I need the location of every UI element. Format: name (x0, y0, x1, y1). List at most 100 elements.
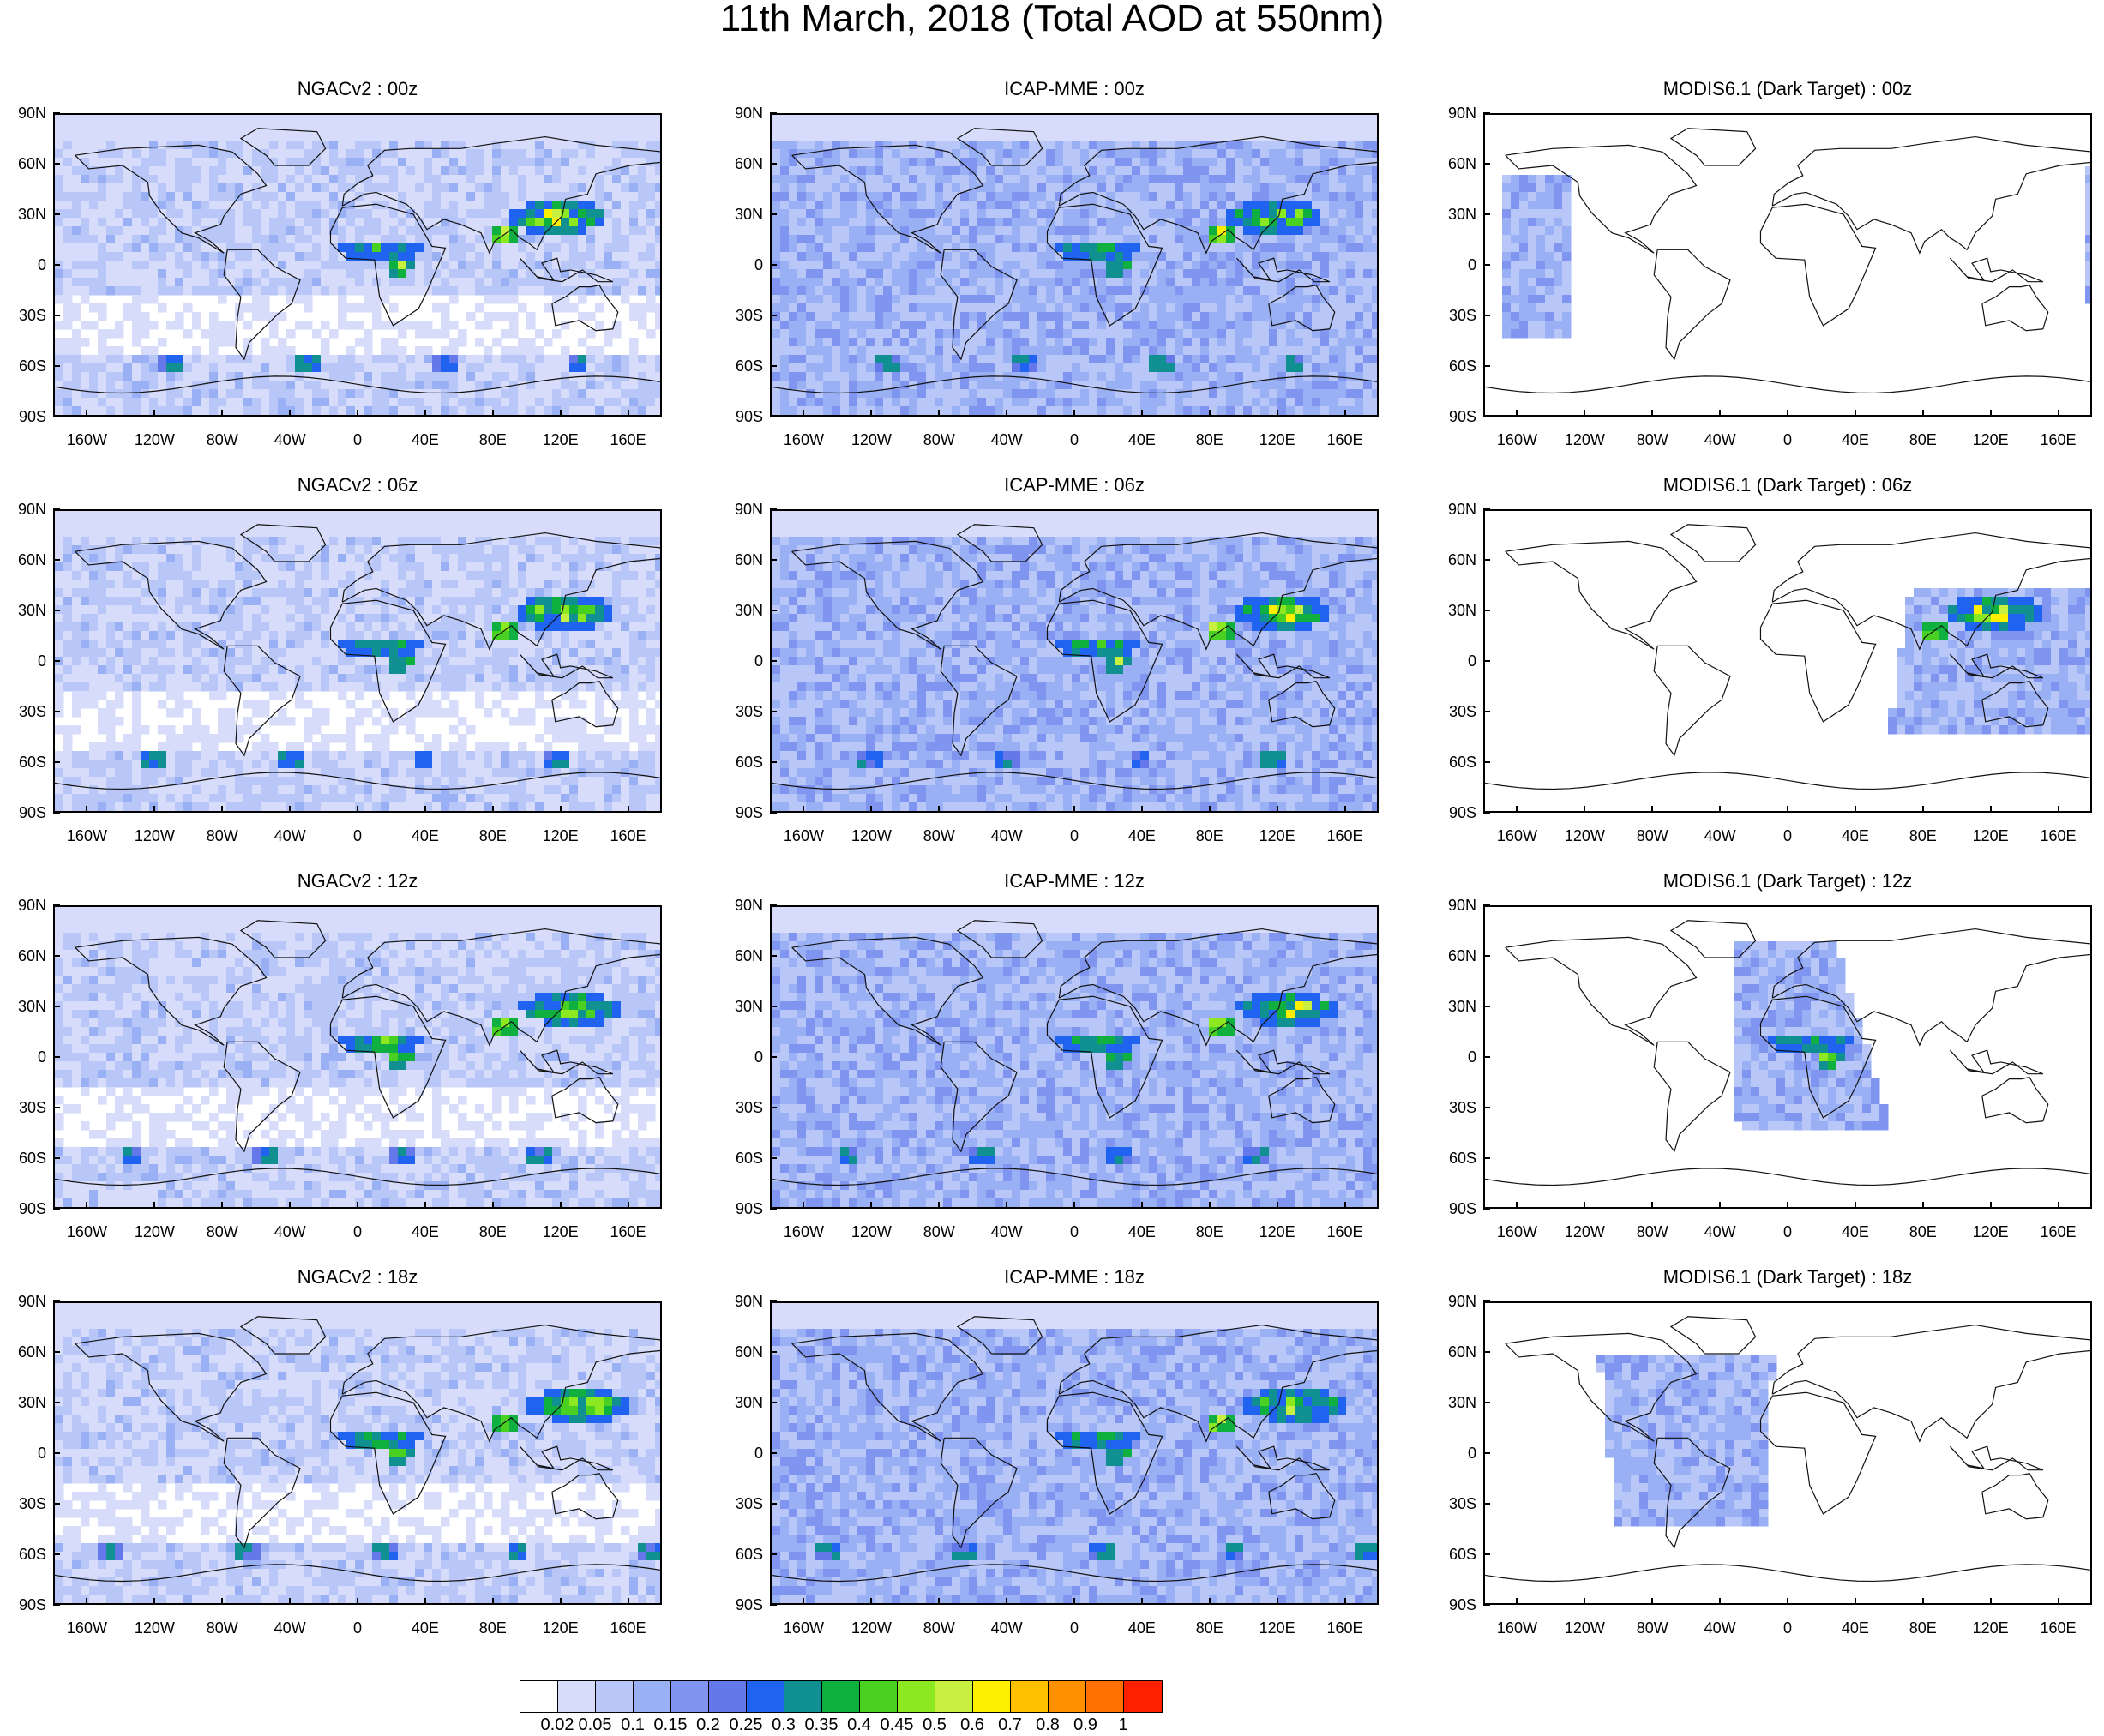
lon-label: 0 (1758, 828, 1818, 844)
lon-label: 120E (1247, 432, 1307, 448)
lat-label: 30N (1428, 603, 1476, 618)
lat-label: 60S (1428, 754, 1476, 770)
lat-label: 60N (0, 948, 46, 964)
lat-label: 0 (0, 1049, 46, 1065)
coastline (1505, 540, 1698, 650)
lon-label: 80W (1622, 432, 1682, 448)
lat-label: 60N (1428, 156, 1476, 171)
lat-label: 0 (1428, 653, 1476, 669)
colorbar-swatch (898, 1681, 935, 1712)
lat-tick (1483, 955, 1490, 957)
coastline (239, 1316, 327, 1355)
lat-tick (1483, 1351, 1490, 1353)
lon-label: 120E (1247, 828, 1307, 844)
lat-label: 90S (1428, 805, 1476, 820)
lat-label: 30N (1428, 999, 1476, 1014)
lon-tick (1516, 806, 1518, 813)
lon-label: 160W (57, 828, 117, 844)
lat-label: 30S (715, 1496, 763, 1511)
lon-label: 40E (395, 432, 455, 448)
lon-tick (1344, 1202, 1346, 1209)
coastline (1771, 928, 2090, 1047)
lat-tick (770, 812, 777, 814)
lon-tick (1073, 1202, 1075, 1209)
lon-label: 0 (1044, 828, 1104, 844)
lat-tick (53, 955, 60, 957)
coastline (956, 1316, 1043, 1355)
lon-label: 40E (1112, 432, 1172, 448)
lat-label: 60S (0, 1547, 46, 1562)
lon-label: 160E (598, 1620, 658, 1636)
lat-tick (53, 416, 60, 417)
lon-tick (1276, 806, 1278, 813)
coastline (956, 920, 1043, 958)
aod-field (772, 1303, 1377, 1603)
lat-label: 30S (0, 308, 46, 323)
lat-label: 60S (1428, 1150, 1476, 1166)
lon-tick (491, 1202, 494, 1209)
aod-field (772, 115, 1377, 415)
lon-label: 120E (1961, 1224, 2021, 1240)
lon-label: 160E (1315, 432, 1375, 448)
lat-label: 60S (0, 754, 46, 770)
colorbar-label: 0.2 (682, 1716, 734, 1733)
map-panel-modis6-1-12z: MODIS6.1 (Dark Target) : 12z 90N 60N 30N 0 30… (1448, 871, 2104, 1265)
lon-tick (1719, 806, 1722, 813)
coastline (239, 524, 327, 562)
colorbar-label: 0.3 (758, 1716, 809, 1733)
lat-label: 0 (0, 1445, 46, 1461)
lon-tick (1140, 806, 1143, 813)
lon-tick (1073, 1598, 1075, 1605)
map-area (1483, 509, 2092, 813)
lat-tick (53, 660, 60, 662)
lon-tick (1276, 1598, 1278, 1605)
lat-tick (770, 365, 777, 367)
lat-label: 60S (1428, 1547, 1476, 1562)
lon-tick (1854, 410, 1856, 417)
coastline (1058, 532, 1377, 651)
lat-label: 30S (0, 1100, 46, 1115)
colorbar-swatch (822, 1681, 860, 1712)
lon-tick (2057, 1598, 2059, 1605)
lat-tick (1483, 112, 1490, 114)
lon-tick (1516, 1202, 1518, 1209)
aod-field (55, 115, 660, 415)
lon-tick (289, 410, 292, 417)
lat-tick (53, 1157, 60, 1159)
lon-tick (424, 1202, 426, 1209)
lon-label: 160W (1487, 828, 1547, 844)
lon-tick (1787, 1202, 1788, 1209)
lon-label: 40E (1112, 1620, 1172, 1636)
coastline (1981, 680, 2049, 728)
lon-tick (1854, 806, 1856, 813)
lat-label: 30N (0, 1395, 46, 1410)
coastline (1669, 920, 1757, 958)
colorbar-swatch (1086, 1681, 1124, 1712)
lat-tick (770, 904, 777, 906)
lat-label: 30N (1428, 1395, 1476, 1410)
lon-tick (1989, 410, 1992, 417)
lon-tick (938, 410, 941, 417)
lat-label: 90S (715, 409, 763, 424)
lat-label: 90N (1428, 105, 1476, 121)
lon-label: 160E (1315, 1620, 1375, 1636)
colorbar-label: 0.8 (1022, 1716, 1073, 1733)
lat-tick (770, 610, 777, 611)
coastline (551, 1076, 619, 1124)
lon-tick (1651, 806, 1654, 813)
coastline (551, 284, 619, 332)
lon-label: 80W (1622, 828, 1682, 844)
coastline (329, 599, 447, 723)
lon-label: 80W (192, 432, 252, 448)
lat-label: 90S (1428, 409, 1476, 424)
lon-label: 160W (1487, 1620, 1547, 1636)
coastline (1759, 203, 1877, 327)
lon-tick (357, 806, 358, 813)
lat-label: 0 (715, 1445, 763, 1461)
coastline (1505, 936, 1698, 1046)
map-panel-modis6-1-18z: MODIS6.1 (Dark Target) : 18z 90N 60N 30N 0 30… (1448, 1267, 2104, 1661)
panel-title: NGACv2 : 06z (53, 475, 662, 496)
lon-tick (1276, 1202, 1278, 1209)
lon-label: 120W (841, 828, 901, 844)
lat-tick (53, 1604, 60, 1606)
